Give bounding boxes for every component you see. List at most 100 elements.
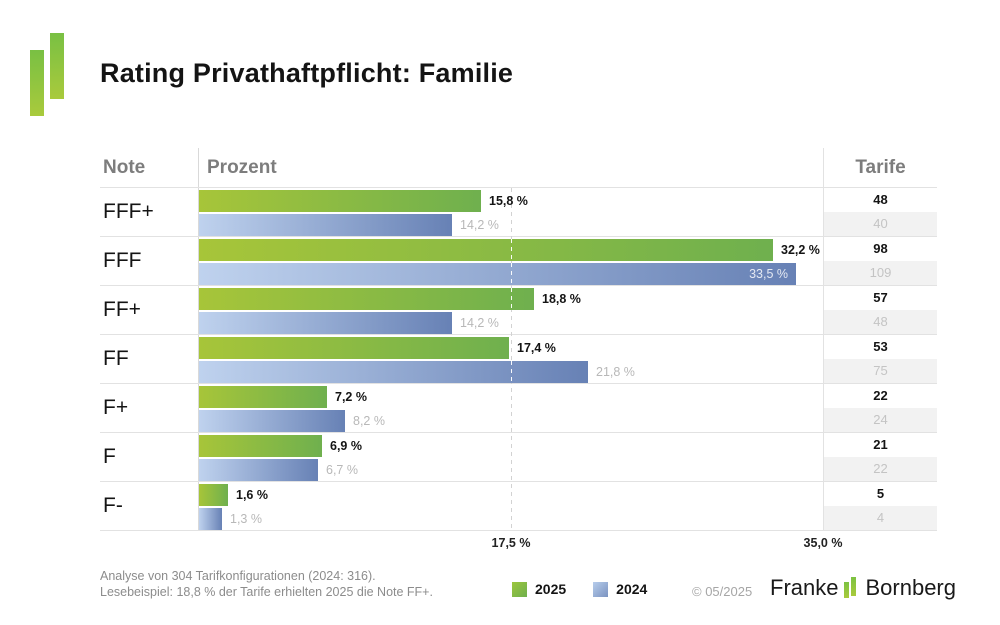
bar-2024-FF+ xyxy=(199,312,452,334)
tarife-count-2024: 4 xyxy=(824,506,937,530)
table-row: FF 17,4 % 21,8 % 53 75 xyxy=(100,335,937,384)
bar-row: 6,7 % xyxy=(199,459,823,481)
bars-cell: 32,2 % 33,5 % xyxy=(198,237,823,285)
note-label: FFF+ xyxy=(103,200,154,223)
bar-2024-F- xyxy=(199,508,222,530)
bar-value-label: 14,2 % xyxy=(460,218,499,232)
bars-cell: 15,8 % 14,2 % xyxy=(198,188,823,236)
bar-value-label: 7,2 % xyxy=(335,390,367,404)
tarife-count-2024: 22 xyxy=(824,457,937,481)
bar-row: 17,4 % xyxy=(199,337,823,359)
bars-cell: 7,2 % 8,2 % xyxy=(198,384,823,432)
bar-value-label: 32,2 % xyxy=(781,243,820,257)
tarife-count-2025: 57 xyxy=(873,290,888,305)
note-label: FFF xyxy=(103,249,142,272)
x-axis-tick-17-5: 17,5 % xyxy=(491,536,531,550)
brand-bars-icon xyxy=(844,574,859,601)
bar-2025-FFF+ xyxy=(199,190,481,212)
tarife-count-2024: 24 xyxy=(824,408,937,432)
chart-legend: 2025 2024 xyxy=(512,581,647,597)
bar-row: 18,8 % xyxy=(199,288,823,310)
tarife-count-2025: 48 xyxy=(873,192,888,207)
tarife-count-2025: 21 xyxy=(873,437,888,452)
bar-2025-F- xyxy=(199,484,228,506)
table-row: F+ 7,2 % 8,2 % 22 24 xyxy=(100,384,937,433)
bar-value-label: 8,2 % xyxy=(353,414,385,428)
franke-bornberg-wordmark: Franke Bornberg xyxy=(770,574,956,601)
tarife-cell: 98 109 xyxy=(823,237,937,285)
note-label: FF+ xyxy=(103,298,141,321)
tarife-count-2025: 22 xyxy=(873,388,888,403)
table-header-row: Note Prozent Tarife xyxy=(100,148,937,188)
x-axis-tick-35-0: 35,0 % xyxy=(803,536,843,550)
bar-2024-FFF+ xyxy=(199,214,452,236)
table-row: FF+ 18,8 % 14,2 % 57 48 xyxy=(100,286,937,335)
legend-swatch-2024-icon xyxy=(593,581,609,597)
tarife-cell: 48 40 xyxy=(823,188,937,236)
footnotes: Analyse von 304 Tarifkonfigurationen (20… xyxy=(100,568,433,600)
bar-row: 33,5 % xyxy=(199,263,823,285)
bar-value-label: 1,6 % xyxy=(236,488,268,502)
bar-value-label: 6,9 % xyxy=(330,439,362,453)
bar-row: 14,2 % xyxy=(199,214,823,236)
bar-value-label: 21,8 % xyxy=(596,365,635,379)
bar-2025-FF+ xyxy=(199,288,534,310)
bar-value-label: 15,8 % xyxy=(489,194,528,208)
bar-row: 7,2 % xyxy=(199,386,823,408)
tarife-count-2024: 75 xyxy=(824,359,937,383)
tarife-cell: 57 48 xyxy=(823,286,937,334)
table-row: FFF 32,2 % 33,5 % 98 109 xyxy=(100,237,937,286)
footnote-reading-example: Lesebeispiel: 18,8 % der Tarife erhielte… xyxy=(100,585,433,599)
tarife-count-2025: 53 xyxy=(873,339,888,354)
bar-row: 6,9 % xyxy=(199,435,823,457)
bar-value-label: 18,8 % xyxy=(542,292,581,306)
bar-2024-FFF: 33,5 % xyxy=(199,263,796,285)
legend-swatch-2025-icon xyxy=(512,581,527,597)
bar-value-label: 14,2 % xyxy=(460,316,499,330)
brand-word-franke: Franke xyxy=(770,575,839,600)
bars-cell: 18,8 % 14,2 % xyxy=(198,286,823,334)
chart-table-body: FFF+ 15,8 % 14,2 % 48 40 FFF 32,2 % 33,5 % 98 109… xyxy=(100,188,937,531)
tarife-count-2024: 109 xyxy=(824,261,937,285)
table-row: F 6,9 % 6,7 % 21 22 xyxy=(100,433,937,482)
brand-word-bornberg: Bornberg xyxy=(865,575,956,600)
tarife-count-2025: 98 xyxy=(873,241,888,256)
bar-row: 32,2 % xyxy=(199,239,823,261)
footnote-analysis: Analyse von 304 Tarifkonfigurationen (20… xyxy=(100,569,376,583)
legend-label-2024: 2024 xyxy=(616,581,648,597)
tarife-count-2024: 48 xyxy=(824,310,937,334)
bar-2025-F+ xyxy=(199,386,327,408)
bar-row: 1,6 % xyxy=(199,484,823,506)
page-title: Rating Privathaftpflicht: Familie xyxy=(100,58,514,88)
table-row: F- 1,6 % 1,3 % 5 4 xyxy=(100,482,937,531)
table-row: FFF+ 15,8 % 14,2 % 48 40 xyxy=(100,188,937,237)
tarife-count-2024: 40 xyxy=(824,212,937,236)
tarife-cell: 22 24 xyxy=(823,384,937,432)
tarife-cell: 53 75 xyxy=(823,335,937,383)
note-label: F- xyxy=(103,494,123,517)
tarife-count-2025: 5 xyxy=(876,486,885,501)
bar-row: 21,8 % xyxy=(199,361,823,383)
bar-row: 14,2 % xyxy=(199,312,823,334)
bar-2025-FF xyxy=(199,337,509,359)
bar-row: 1,3 % xyxy=(199,508,823,530)
logo-bar-icon xyxy=(50,33,64,99)
tarife-cell: 21 22 xyxy=(823,433,937,481)
column-header-tarife: Tarife xyxy=(823,148,937,187)
bar-2024-F+ xyxy=(199,410,345,432)
gridline-17-5-dashed xyxy=(511,188,512,531)
column-header-percent: Prozent xyxy=(198,148,823,187)
bar-2024-F xyxy=(199,459,318,481)
bars-cell: 1,6 % 1,3 % xyxy=(198,482,823,530)
bar-value-label: 33,5 % xyxy=(749,267,788,281)
bars-cell: 6,9 % 6,7 % xyxy=(198,433,823,481)
note-label: F+ xyxy=(103,396,129,419)
bar-2025-FFF xyxy=(199,239,773,261)
logo-bar-icon xyxy=(30,50,44,116)
legend-label-2025: 2025 xyxy=(535,581,567,597)
bar-row: 8,2 % xyxy=(199,410,823,432)
note-label: F xyxy=(103,445,116,468)
bar-value-label: 17,4 % xyxy=(517,341,556,355)
bar-2025-F xyxy=(199,435,322,457)
